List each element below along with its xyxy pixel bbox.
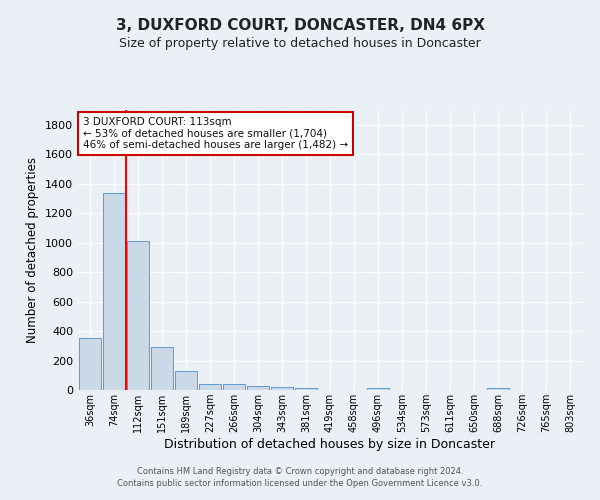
Text: 3, DUXFORD COURT, DONCASTER, DN4 6PX: 3, DUXFORD COURT, DONCASTER, DN4 6PX — [115, 18, 485, 32]
Bar — [79, 338, 101, 390]
Bar — [151, 348, 173, 390]
Bar — [295, 388, 317, 390]
Bar — [223, 384, 245, 390]
Bar — [127, 241, 149, 390]
Text: 3 DUXFORD COURT: 113sqm
← 53% of detached houses are smaller (1,704)
46% of semi: 3 DUXFORD COURT: 113sqm ← 53% of detache… — [83, 117, 348, 150]
Bar — [199, 384, 221, 390]
Bar — [103, 192, 125, 390]
Bar — [271, 388, 293, 390]
Bar — [367, 388, 389, 390]
Bar — [247, 386, 269, 390]
Text: Contains HM Land Registry data © Crown copyright and database right 2024.
Contai: Contains HM Land Registry data © Crown c… — [118, 466, 482, 487]
Text: Size of property relative to detached houses in Doncaster: Size of property relative to detached ho… — [119, 38, 481, 51]
Bar — [487, 388, 509, 390]
X-axis label: Distribution of detached houses by size in Doncaster: Distribution of detached houses by size … — [164, 438, 496, 451]
Y-axis label: Number of detached properties: Number of detached properties — [26, 157, 40, 343]
Bar — [175, 371, 197, 390]
